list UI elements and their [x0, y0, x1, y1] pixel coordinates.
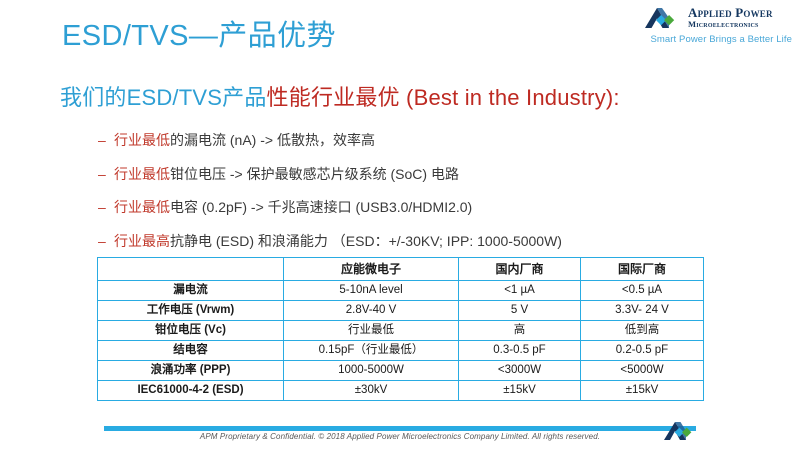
row-label: 漏电流 [97, 280, 284, 301]
table-row: IEC61000-4-2 (ESD) ±30kV ±15kV ±15kV [97, 380, 704, 401]
comparison-table: 应能微电子 国内厂商 国际厂商 漏电流 5-10nA level <1 µA <… [97, 257, 704, 401]
cell-apm: 0.15pF（行业最低） [283, 340, 459, 361]
list-item: – 行业最低 钳位电压 -> 保护最敏感芯片级系统 (SoC) 电路 [98, 164, 738, 184]
cell-international: 低到高 [580, 320, 704, 341]
bullet-text: 抗静电 (ESD) 和浪涌能力 （ESD：+/-30KV; IPP: 1000-… [170, 232, 562, 249]
row-label: 浪涌功率 (PPP) [97, 360, 284, 381]
cell-apm: 2.8V-40 V [283, 300, 459, 321]
list-item: – 行业最低 的漏电流 (nA) -> 低散热，效率高 [98, 130, 738, 150]
cell-domestic: 0.3-0.5 pF [458, 340, 581, 361]
bullet-dash-icon: – [98, 199, 106, 215]
bullet-dash-icon: – [98, 132, 106, 148]
cell-domestic: 高 [458, 320, 581, 341]
footer-apm-mark-icon [664, 422, 692, 440]
apm-chevron-diamond-icon [645, 8, 675, 28]
page-title: ESD/TVS—产品优势 [62, 20, 336, 52]
table-row: 浪涌功率 (PPP) 1000-5000W <3000W <5000W [97, 360, 704, 381]
logo-wordmark: Applied Power Microelectronics [688, 6, 773, 29]
row-label: 结电容 [97, 340, 284, 361]
cell-apm: ±30kV [283, 380, 459, 401]
footer-copyright: APM Proprietary & Confidential. © 2018 A… [199, 432, 601, 441]
bullet-text: 钳位电压 -> 保护最敏感芯片级系统 (SoC) 电路 [170, 165, 459, 182]
table-row: 结电容 0.15pF（行业最低） 0.3-0.5 pF 0.2-0.5 pF [97, 340, 704, 361]
list-item: – 行业最低 电容 (0.2pF) -> 千兆高速接口 (USB3.0/HDMI2… [98, 197, 738, 217]
row-label: 工作电压 (Vrwm) [97, 300, 284, 321]
bullet-highlight: 行业最低 [114, 132, 170, 148]
table-header-cell-international: 国际厂商 [580, 257, 704, 281]
table-header-cell-empty [97, 257, 284, 281]
table-header-row: 应能微电子 国内厂商 国际厂商 [97, 257, 704, 281]
cell-international: 0.2-0.5 pF [580, 340, 704, 361]
cell-international: <0.5 µA [580, 280, 704, 301]
cell-apm: 1000-5000W [283, 360, 459, 381]
logo-line-2: Microelectronics [688, 18, 759, 29]
bullet-highlight: 行业最高 [114, 232, 170, 249]
bullet-dash-icon: – [98, 165, 106, 182]
bullet-highlight: 行业最低 [114, 199, 170, 215]
bullet-text: 的漏电流 (nA) -> 低散热，效率高 [170, 132, 375, 148]
list-item: – 行业最高 抗静电 (ESD) 和浪涌能力 （ESD：+/-30KV; IPP:… [98, 231, 738, 251]
bullet-text: 电容 (0.2pF) -> 千兆高速接口 (USB3.0/HDMI2.0) [170, 199, 473, 215]
cell-apm: 5-10nA level [283, 280, 459, 301]
logo-row: Applied Power Microelectronics [642, 3, 792, 31]
cell-domestic: ±15kV [458, 380, 581, 401]
cell-domestic: <3000W [458, 360, 581, 381]
cell-apm: 行业最低 [283, 320, 459, 341]
company-logo: Applied Power Microelectronics Smart Pow… [642, 3, 792, 47]
cell-domestic: 5 V [458, 300, 581, 321]
cell-domestic: <1 µA [458, 280, 581, 301]
row-label: 钳位电压 (Vc) [97, 320, 284, 341]
table-header-cell-domestic: 国内厂商 [458, 257, 581, 281]
cell-international: <5000W [580, 360, 704, 381]
row-label: IEC61000-4-2 (ESD) [97, 380, 284, 401]
subtitle-blue: 我们的ESD/TVS产品 [60, 85, 267, 110]
subtitle-red: 性能行业最优 (Best in the Industry): [266, 85, 620, 110]
bullet-list: – 行业最低 的漏电流 (nA) -> 低散热，效率高 – 行业最低 钳位电压 ->… [98, 130, 738, 264]
table-header-cell-apm: 应能微电子 [283, 257, 459, 281]
table-row: 工作电压 (Vrwm) 2.8V-40 V 5 V 3.3V- 24 V [97, 300, 704, 321]
subtitle: 我们的ESD/TVS产品性能行业最优 (Best in the Industry… [60, 80, 620, 112]
logo-line-1: Applied Power [688, 4, 773, 20]
footer-divider [104, 426, 696, 431]
cell-international: ±15kV [580, 380, 704, 401]
cell-international: 3.3V- 24 V [580, 300, 704, 321]
logo-tagline: Smart Power Brings a Better Life [650, 34, 792, 45]
bullet-dash-icon: – [98, 232, 106, 249]
bullet-highlight: 行业最低 [114, 165, 170, 182]
table-row: 钳位电压 (Vc) 行业最低 高 低到高 [97, 320, 704, 341]
table-row: 漏电流 5-10nA level <1 µA <0.5 µA [97, 280, 704, 301]
